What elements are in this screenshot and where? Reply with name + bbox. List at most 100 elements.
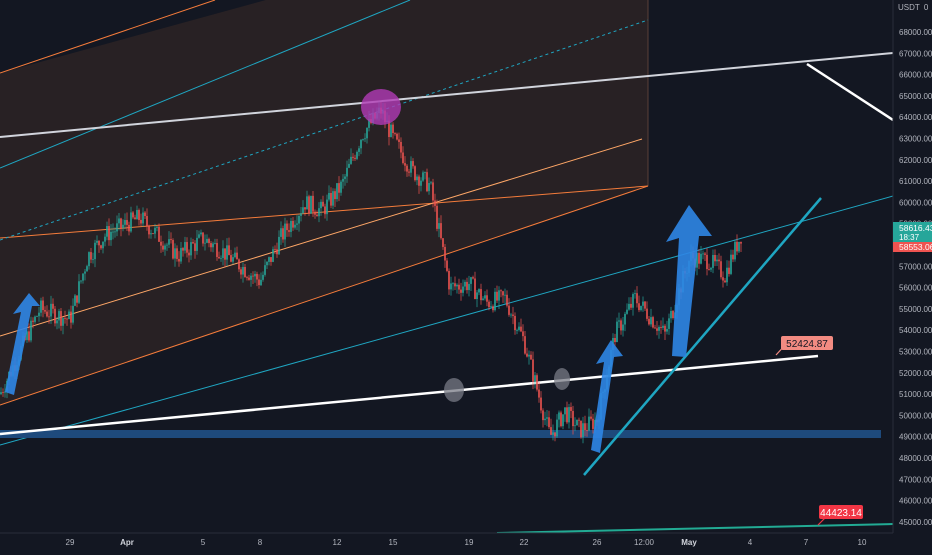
bottom-trendline[interactable] [496, 523, 894, 534]
candle-body [30, 320, 32, 341]
candle-body [276, 249, 278, 255]
channel-lower-line[interactable] [0, 185, 649, 406]
level-label-52k-text: 52424.87 [786, 339, 828, 350]
scale-mode: 0 [924, 3, 929, 12]
candle-body [542, 410, 544, 421]
candle-body [488, 301, 490, 308]
candle-body [336, 183, 338, 200]
candle-body [104, 236, 106, 242]
candle-body [502, 291, 504, 296]
candle-body [566, 407, 568, 423]
resistance-line[interactable] [0, 52, 894, 138]
candle-body [110, 231, 112, 241]
arrow-up-icon[interactable] [591, 340, 623, 453]
candle-body [280, 228, 282, 237]
teal-trendline[interactable] [0, 195, 894, 446]
candle-body [258, 279, 260, 286]
candle-body [26, 331, 28, 340]
candle-body [618, 320, 620, 322]
peak-highlight[interactable] [361, 89, 401, 125]
candle-body [454, 283, 456, 287]
candle-body [172, 240, 174, 259]
candle-body [158, 226, 160, 242]
projection-line[interactable] [806, 62, 894, 122]
price-tick-label: 61000.00 [899, 177, 932, 186]
candle-body [484, 295, 486, 299]
price-tick-label: 47000.00 [899, 475, 932, 484]
channel-median-line[interactable] [0, 138, 643, 337]
candle-body [730, 254, 732, 274]
arrow-up-icon[interactable] [666, 205, 712, 357]
candle-body [718, 259, 720, 262]
candle-body [196, 237, 198, 251]
candle-body [468, 283, 470, 291]
candle-body [132, 212, 134, 218]
price-tick-label: 63000.00 [899, 135, 932, 144]
candle-body [42, 300, 44, 311]
candle-body [232, 257, 234, 262]
candle-body [106, 226, 108, 237]
candle-body [462, 286, 464, 293]
arrow-up-icon[interactable] [5, 293, 40, 395]
candle-body [546, 417, 548, 419]
candle-body [700, 253, 702, 264]
candle-body [74, 295, 76, 306]
level-label-44k-text: 44423.14 [820, 508, 862, 519]
candle-body [44, 310, 46, 312]
candle-body [706, 254, 708, 270]
candle-body [306, 196, 308, 210]
candle-body [138, 210, 140, 220]
candle-body [304, 207, 306, 210]
scale-indicator[interactable]: USDT 0 [898, 3, 929, 12]
candle-body [444, 246, 446, 261]
candle-body [512, 314, 514, 316]
candle-body [300, 213, 302, 216]
teal-parallel-upper[interactable] [0, 0, 411, 169]
candle-body [662, 325, 664, 328]
candle-body [712, 254, 714, 268]
candle-body [654, 327, 656, 329]
candle-body [324, 206, 326, 215]
candle-body [126, 220, 128, 225]
candle-body [38, 312, 40, 317]
support-band[interactable] [0, 430, 881, 438]
candle-body [58, 311, 60, 321]
candle-body [518, 326, 520, 330]
candle-body [102, 241, 104, 249]
channel-upper-line[interactable] [0, 0, 216, 74]
candle-body [164, 245, 166, 250]
candle-body [498, 290, 500, 301]
channel-lower-line-a[interactable] [0, 185, 649, 239]
price-tick-label: 45000.00 [899, 518, 932, 527]
candle-body [648, 318, 650, 325]
level-label-44k[interactable]: 44423.14 [817, 505, 863, 526]
level-label-52k[interactable]: 52424.87 [775, 336, 833, 356]
candle-body [350, 156, 352, 164]
candle-body [548, 417, 550, 428]
candle-body [716, 259, 718, 262]
price-axis[interactable] [893, 0, 932, 550]
candle-body [244, 267, 246, 278]
candle-body [312, 195, 314, 212]
candle-body [92, 259, 94, 260]
candle-body [740, 241, 742, 244]
support-trendline[interactable] [0, 354, 819, 436]
rising-trendline[interactable] [583, 197, 822, 476]
current-price-tag: 58616.43 18:37 [893, 222, 932, 242]
time-tick-label: 29 [66, 538, 75, 547]
candle-body [342, 178, 344, 182]
time-axis[interactable] [0, 533, 893, 550]
wick-marker-2[interactable] [554, 368, 570, 390]
candle-body [198, 234, 200, 238]
candle-body [414, 166, 416, 181]
teal-dashed-line[interactable] [0, 19, 649, 241]
candle-body [290, 220, 292, 232]
wick-marker-1[interactable] [444, 378, 464, 402]
candle-body [630, 303, 632, 308]
candle-body [330, 192, 332, 206]
candle-body [646, 308, 648, 319]
candle-body [732, 254, 734, 260]
candle-body [710, 267, 712, 270]
